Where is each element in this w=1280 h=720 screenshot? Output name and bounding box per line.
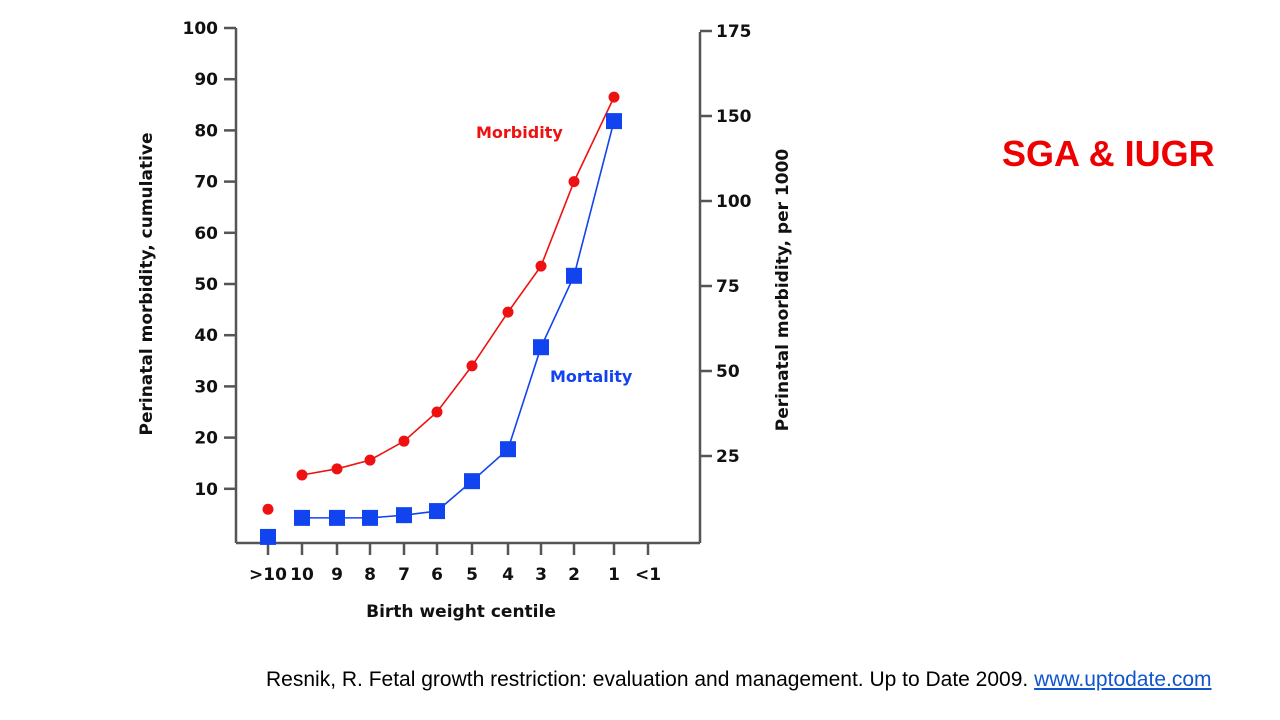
- left-tick-label: 10: [194, 480, 218, 500]
- right-tick-label: 100: [716, 192, 752, 212]
- morbidity-point: [568, 176, 580, 188]
- mortality-point: [260, 528, 276, 545]
- legend-mortality: Mortality: [550, 367, 633, 386]
- mortality-point: [362, 509, 378, 526]
- left-tick-label: 80: [194, 121, 218, 141]
- x-tick-label: 3: [535, 565, 547, 585]
- morbidity-point: [296, 469, 308, 481]
- morbidity-point: [431, 406, 443, 418]
- x-tick-label: 10: [290, 565, 314, 585]
- slide-title: SGA & IUGR: [1002, 133, 1215, 174]
- mortality-point: [606, 113, 622, 130]
- morbidity-line: [301, 96, 615, 476]
- morbidity-point: [466, 360, 478, 372]
- right-axis-title: Perinatal morbidity, per 1000: [773, 149, 793, 432]
- mortality-point: [329, 509, 345, 526]
- citation-link[interactable]: www.uptodate.com: [1034, 668, 1212, 691]
- left-tick-label: 30: [194, 377, 218, 397]
- left-tick-label: 20: [194, 429, 218, 449]
- x-tick-label: 9: [331, 565, 343, 585]
- citation-text: Resnik, R. Fetal growth restriction: eva…: [266, 668, 1035, 691]
- x-tick-label: >10: [249, 565, 287, 585]
- morbidity-point: [608, 91, 620, 103]
- x-tick-label: 5: [466, 565, 478, 585]
- mortality-point: [429, 503, 445, 520]
- x-tick-label: 2: [568, 565, 580, 585]
- mortality-point: [464, 473, 480, 490]
- mortality-point: [566, 267, 582, 284]
- x-tick-label: 7: [398, 565, 410, 585]
- mortality-line: [302, 120, 615, 519]
- left-tick-label: 40: [194, 326, 218, 346]
- right-tick-label: 50: [716, 362, 740, 382]
- left-axis-title: Perinatal morbidity, cumulative: [137, 132, 157, 435]
- morbidity-point: [262, 503, 274, 515]
- morbidity-point: [331, 463, 343, 475]
- right-tick-label: 150: [716, 107, 752, 127]
- left-tick-label: 90: [194, 70, 218, 90]
- right-tick-label: 75: [716, 277, 740, 297]
- mortality-point: [500, 441, 516, 458]
- legend-morbidity: Morbidity: [476, 123, 563, 142]
- citation: Resnik, R. Fetal growth restriction: eva…: [266, 668, 1212, 692]
- x-tick-label: 1: [608, 565, 620, 585]
- right-tick-label: 175: [716, 22, 752, 42]
- left-tick-label: 50: [194, 275, 218, 295]
- left-tick-label: 60: [194, 224, 218, 244]
- left-tick-label: 70: [194, 173, 218, 193]
- morbidity-point: [364, 454, 376, 466]
- mortality-point: [533, 339, 549, 356]
- morbidity-point: [535, 260, 547, 272]
- mortality-point: [294, 509, 310, 526]
- x-tick-label: 6: [431, 565, 443, 585]
- left-tick-label: 100: [183, 19, 219, 39]
- x-tick-label: 4: [502, 565, 514, 585]
- morbidity-point: [398, 435, 410, 447]
- right-tick-label: 25: [716, 447, 740, 467]
- x-axis-title: Birth weight centile: [366, 602, 556, 622]
- x-tick-label: <1: [635, 565, 661, 585]
- morbidity-point: [502, 306, 514, 318]
- x-tick-label: 8: [364, 565, 376, 585]
- mortality-point: [396, 507, 412, 524]
